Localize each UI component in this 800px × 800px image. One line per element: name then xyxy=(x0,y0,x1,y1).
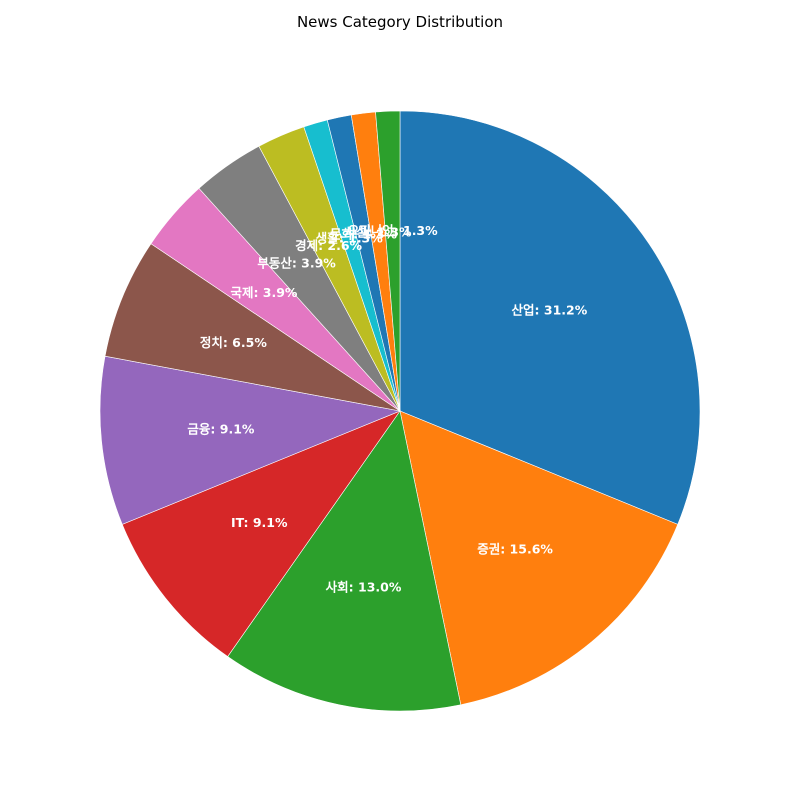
pie-slice-6 xyxy=(104,243,401,412)
pie-slice-label-9: 경제: 2.6% xyxy=(295,238,362,253)
pie-slice-2 xyxy=(399,410,679,706)
pie-slice-label-13: 오피니언: 1.3% xyxy=(348,223,438,238)
pie-slice-label-8: 부동산: 3.9% xyxy=(257,256,336,271)
pie-slice-label-2: 증권: 15.6% xyxy=(477,541,553,556)
pie-slice-label-12: 사설: 1.3% xyxy=(345,224,412,239)
pie-slice-5 xyxy=(99,355,402,525)
pie-slices xyxy=(99,110,701,712)
pie-slice-1 xyxy=(399,110,701,525)
pie-slice-label-10: 생활: 1.3% xyxy=(316,230,383,245)
pie-slice-4 xyxy=(121,410,401,657)
pie-slice-3 xyxy=(227,410,462,712)
chart-title: News Category Distribution xyxy=(297,13,503,31)
pie-slice-label-1: 산업: 31.2% xyxy=(512,303,588,318)
pie-slice-label-3: 사회: 13.0% xyxy=(326,579,402,594)
pie-slice-label-5: 금융: 9.1% xyxy=(187,421,254,436)
pie-labels: 산업: 31.2% 증권: 15.6% 사회: 13.0% IT: 9.1% 금융: 9… xyxy=(187,223,587,594)
pie-slice-label-4: IT: 9.1% xyxy=(231,515,288,530)
pie-slice-label-11: 문화: 1.3% xyxy=(330,227,397,242)
pie-slice-13 xyxy=(375,110,401,412)
pie-slice-label-6: 정치: 6.5% xyxy=(200,335,267,350)
pie-slice-label-7: 국제: 3.9% xyxy=(230,285,297,300)
